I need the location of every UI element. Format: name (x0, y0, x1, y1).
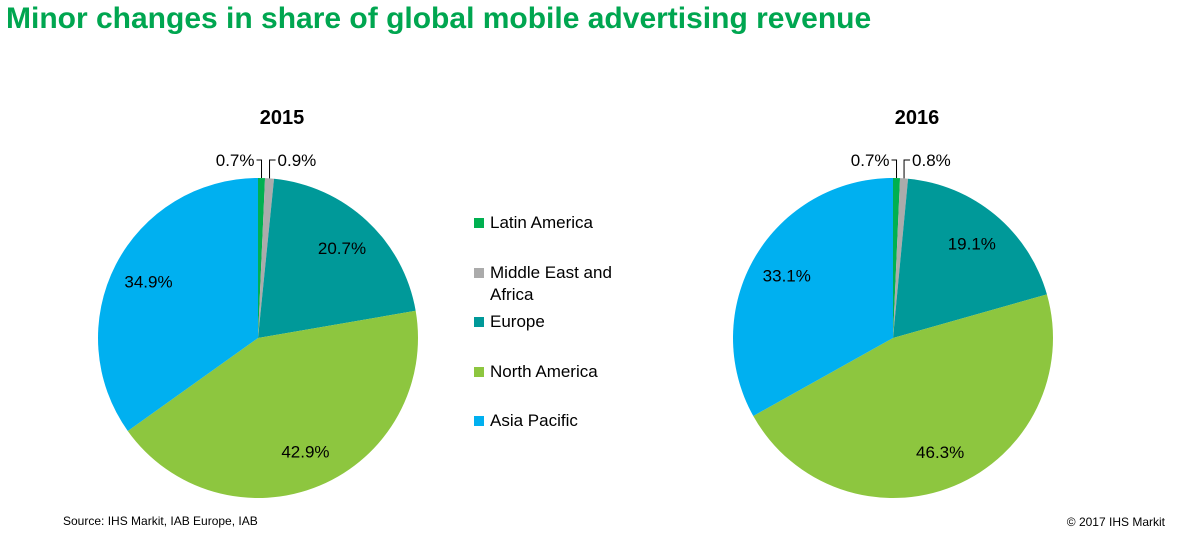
data-label: 42.9% (281, 443, 329, 462)
data-label: 0.7% (216, 151, 255, 170)
pie-slice-europe (893, 178, 1047, 338)
pie-title: 2016 (895, 107, 940, 129)
pie-slice-middle-east-and-africa (893, 178, 909, 338)
data-label: 33.1% (763, 267, 811, 286)
pie-slice-latin-america (258, 178, 266, 338)
leader-line (891, 159, 898, 179)
pie-slice-north-america (753, 294, 1053, 498)
pie-slice-middle-east-and-africa (258, 178, 275, 338)
pie-slice-asia-pacific (98, 178, 258, 431)
legend-swatch (474, 218, 484, 228)
data-label: 19.1% (948, 234, 996, 253)
data-label: 34.9% (124, 273, 172, 292)
legend-swatch (474, 367, 484, 377)
source-note: Source: IHS Markit, IAB Europe, IAB (63, 514, 258, 528)
pie-slice-asia-pacific (733, 178, 893, 416)
legend-label: Middle East and Africa (490, 263, 612, 304)
pie-slice-latin-america (893, 178, 901, 338)
legend-label: Latin America (490, 213, 593, 232)
leader-line (903, 159, 911, 179)
slide-title: Minor changes in share of global mobile … (6, 2, 872, 35)
legend-swatch (474, 317, 484, 327)
legend-swatch (474, 416, 484, 426)
pie-slice-north-america (127, 310, 418, 499)
legend-label: North America (490, 362, 598, 381)
legend-label: Europe (490, 312, 545, 331)
data-label: 0.8% (912, 151, 951, 170)
legend-item-asia-pacific: Asia Pacific (474, 410, 578, 432)
pie-slice-europe (258, 178, 416, 338)
legend-item-europe: Europe (474, 311, 545, 333)
leader-line (256, 159, 263, 179)
data-label: 0.7% (851, 151, 890, 170)
data-label: 46.3% (916, 443, 964, 462)
data-label: 20.7% (318, 239, 366, 258)
data-label: 0.9% (278, 151, 317, 170)
legend-item-latin-america: Latin America (474, 212, 593, 234)
legend-item-middle-east-africa: Middle East and Africa (474, 262, 644, 306)
copyright: © 2017 IHS Markit (1066, 515, 1165, 529)
legend-label: Asia Pacific (490, 411, 578, 430)
legend-swatch (474, 268, 484, 278)
legend-item-north-america: North America (474, 361, 598, 383)
pie-title: 2015 (260, 107, 305, 129)
leader-line (269, 159, 276, 179)
